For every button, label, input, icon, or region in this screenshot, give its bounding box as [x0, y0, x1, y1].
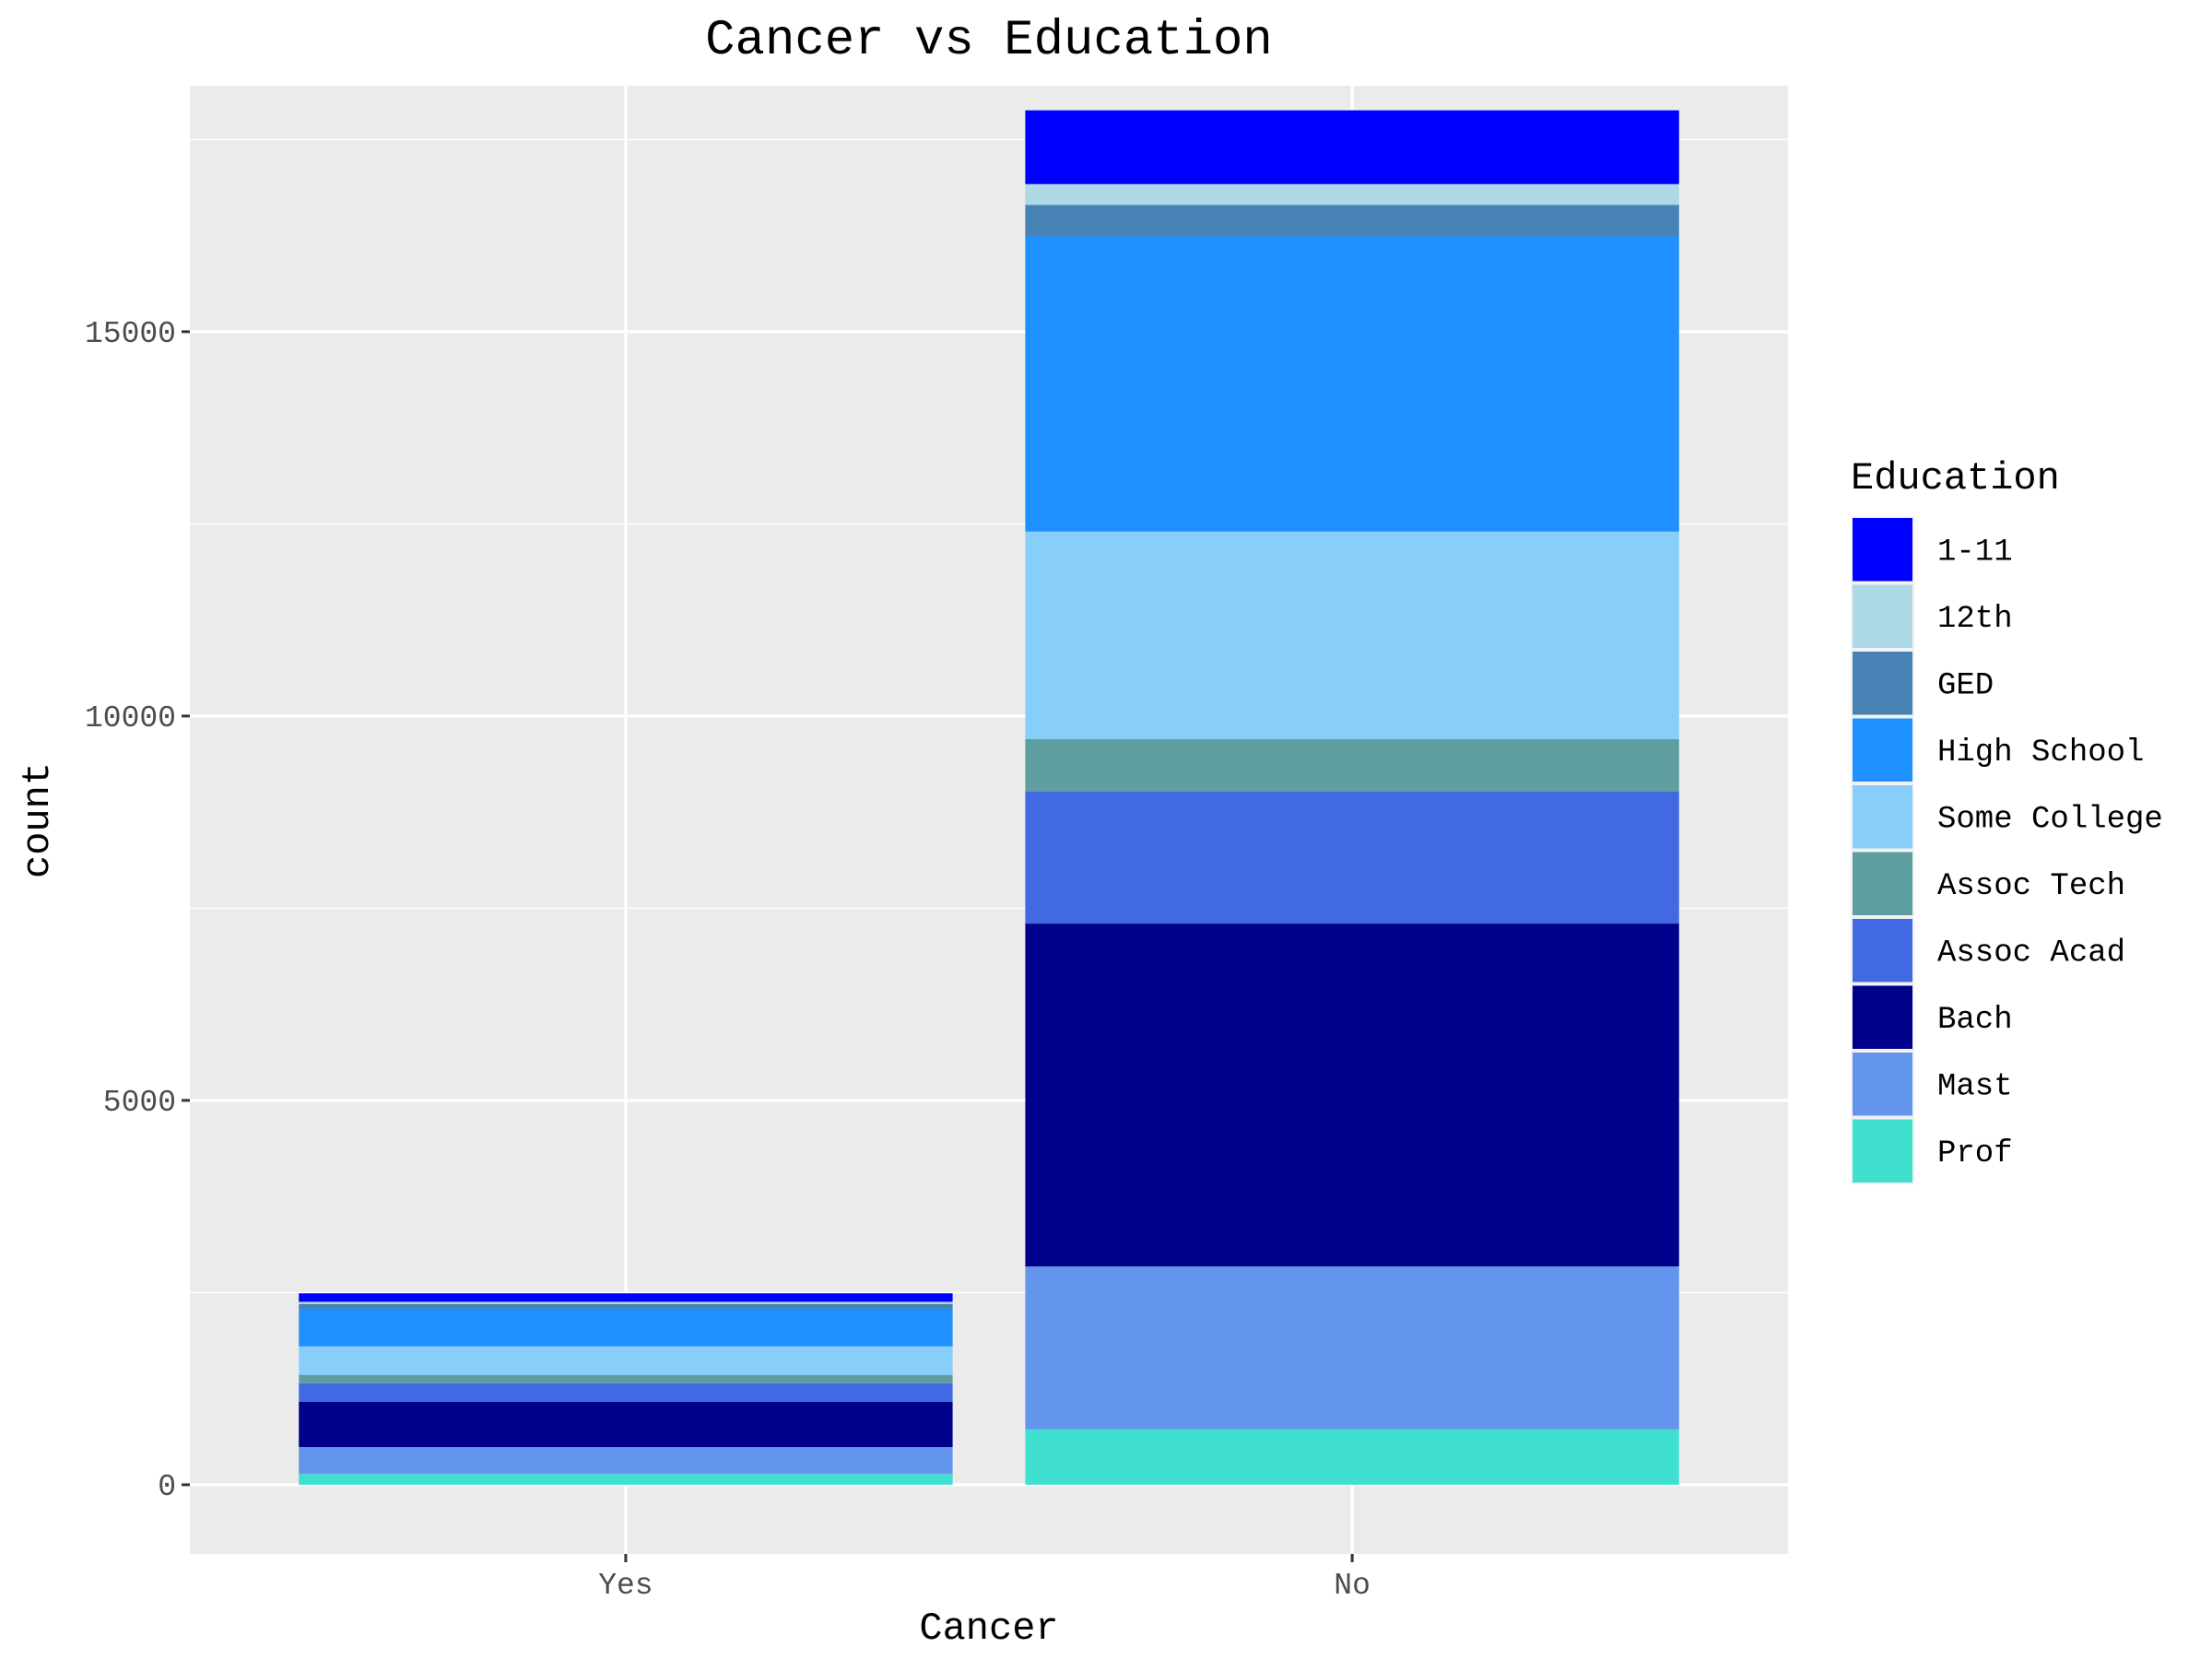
y-tick-label: 15000 [85, 317, 176, 351]
legend-label-assoc-tech: Assoc Tech [1937, 869, 2125, 904]
legend-swatch-assoc-tech [1853, 852, 1912, 915]
legend-swatch-ged [1853, 652, 1912, 715]
bar-yes-some-college [299, 1346, 953, 1375]
legend-label-12th: 12th [1937, 602, 2013, 637]
y-tick-label: 0 [158, 1470, 176, 1504]
y-axis-title: count [16, 762, 60, 878]
bar-yes-12th [299, 1301, 953, 1304]
bar-no-assoc-tech [1025, 738, 1679, 792]
legend-title: Education [1851, 456, 2060, 500]
x-tick-label: Yes [598, 1569, 653, 1603]
bar-no-1-11 [1025, 110, 1679, 184]
bar-yes-assoc-acad [299, 1382, 953, 1402]
bar-yes-1-11 [299, 1293, 953, 1302]
bar-yes-prof [299, 1474, 953, 1485]
x-tick-label: No [1334, 1569, 1371, 1603]
bars [299, 110, 1679, 1485]
legend-swatch-12th [1853, 584, 1912, 648]
chart-title: Cancer vs Education [705, 13, 1273, 69]
legend-label-bach: Bach [1937, 1003, 2013, 1038]
bar-no-mast [1025, 1266, 1679, 1430]
bar-no-bach [1025, 924, 1679, 1267]
bar-no-prof [1025, 1429, 1679, 1485]
legend-label-high-school: High School [1937, 735, 2144, 771]
legend-swatch-assoc-acad [1853, 919, 1912, 982]
axes: 0 5000 10000 15000 Yes No [85, 317, 1371, 1603]
x-axis-title: Cancer [919, 1606, 1058, 1651]
legend-label-assoc-acad: Assoc Acad [1937, 935, 2125, 971]
y-tick-label: 5000 [103, 1086, 176, 1120]
legend: Education 1-11 12th GED High School Some Col… [1851, 456, 2163, 1184]
legend-swatch-prof [1853, 1119, 1912, 1182]
bar-no-some-college [1025, 531, 1679, 739]
legend-label-some-college: Some College [1937, 802, 2163, 837]
bar-no-high-school [1025, 236, 1679, 532]
legend-swatch-high-school [1853, 718, 1912, 782]
bar-yes-ged [299, 1303, 953, 1309]
bar-no-assoc-acad [1025, 791, 1679, 924]
bar-yes-mast [299, 1447, 953, 1475]
bar-yes-assoc-tech [299, 1374, 953, 1383]
legend-swatch-1-11 [1853, 518, 1912, 582]
legend-swatch-some-college [1853, 785, 1912, 849]
legend-swatch-mast [1853, 1053, 1912, 1116]
bar-no-ged [1025, 205, 1679, 237]
bar-yes-bach [299, 1401, 953, 1448]
y-tick-label: 10000 [85, 701, 176, 735]
legend-label-prof: Prof [1937, 1136, 2013, 1171]
legend-label-1-11: 1-11 [1937, 535, 2013, 570]
legend-label-mast: Mast [1937, 1069, 2013, 1104]
legend-label-ged: GED [1937, 668, 1994, 703]
legend-swatch-bach [1853, 985, 1912, 1049]
bar-no-12th [1025, 183, 1679, 206]
bar-yes-high-school [299, 1308, 953, 1347]
